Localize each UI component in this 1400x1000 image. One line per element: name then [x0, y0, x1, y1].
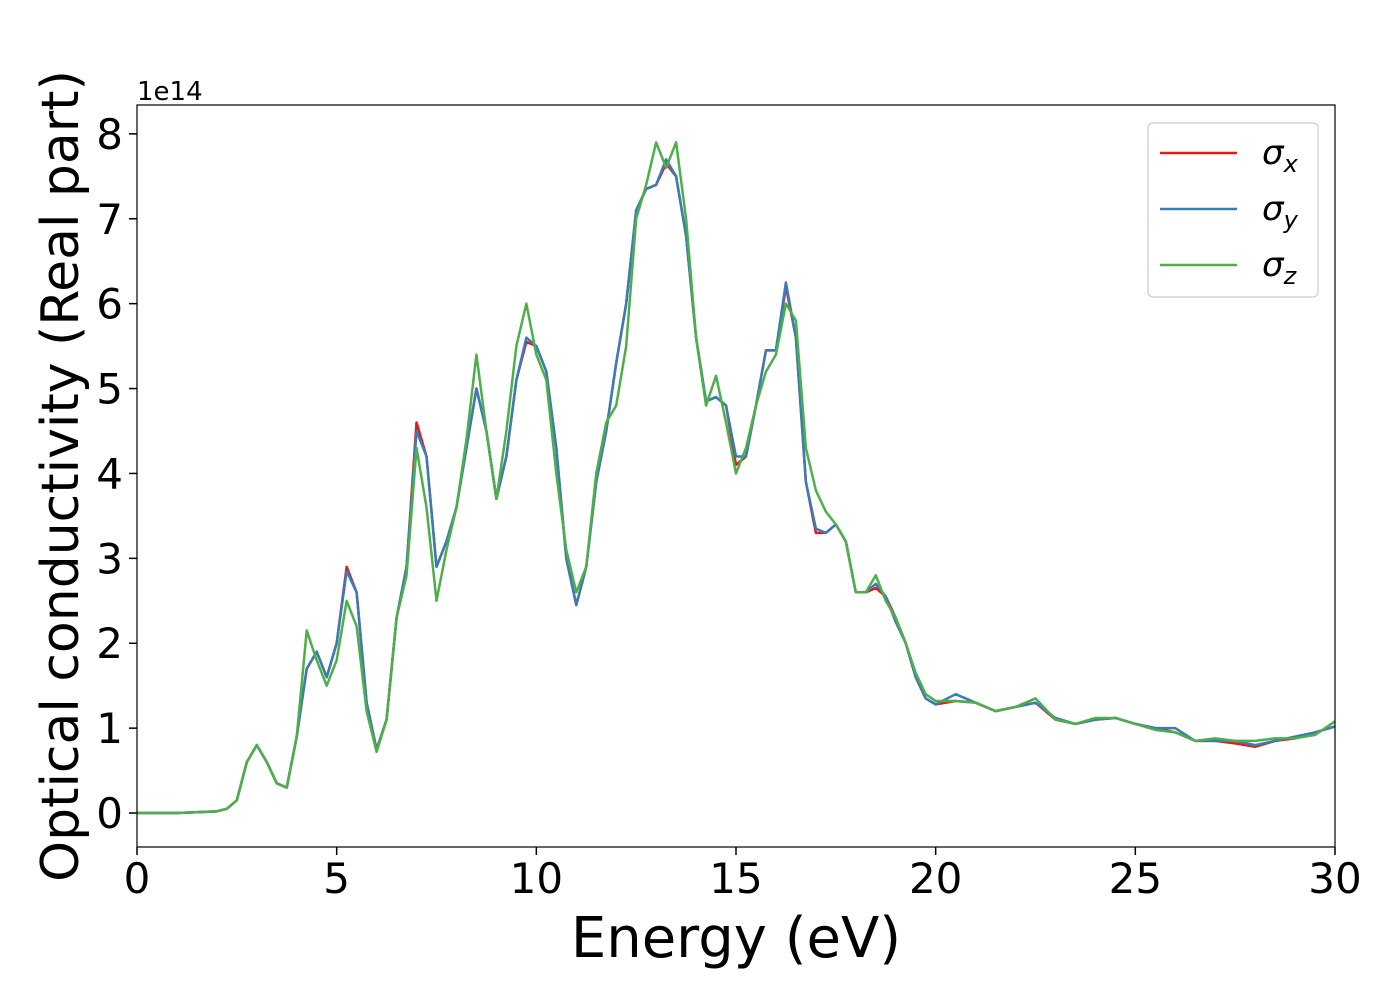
- x-tick-label: 15: [709, 854, 762, 903]
- y-offset-label: 1e14: [137, 77, 203, 107]
- y-tick-label: 4: [96, 449, 123, 498]
- y-tick-label: 6: [96, 280, 123, 329]
- y-tick-label: 3: [96, 534, 123, 583]
- x-axis-label: Energy (eV): [571, 906, 901, 971]
- legend-label: σz: [1262, 245, 1298, 290]
- y-tick-label: 7: [96, 195, 123, 244]
- y-tick-label: 8: [96, 110, 123, 159]
- y-tick-label: 0: [96, 789, 123, 838]
- legend-label: σy: [1262, 189, 1299, 234]
- line-series: [137, 158, 1336, 815]
- y-tick-label: 5: [96, 365, 123, 414]
- legend-label: σx: [1262, 133, 1299, 178]
- x-tick-label: 20: [909, 854, 962, 903]
- x-tick-label: 30: [1308, 854, 1361, 903]
- y-tick-label: 2: [96, 619, 123, 668]
- y-tick-label: 1: [96, 704, 123, 753]
- x-tick-label: 0: [124, 854, 151, 903]
- line-series: [137, 141, 1336, 815]
- x-tick-label: 5: [323, 854, 350, 903]
- plot-frame: [136, 104, 1336, 848]
- x-tick-label: 10: [510, 854, 563, 903]
- x-tick-label: 25: [1109, 854, 1162, 903]
- y-axis-label: Optical conductivity (Real part): [31, 70, 91, 882]
